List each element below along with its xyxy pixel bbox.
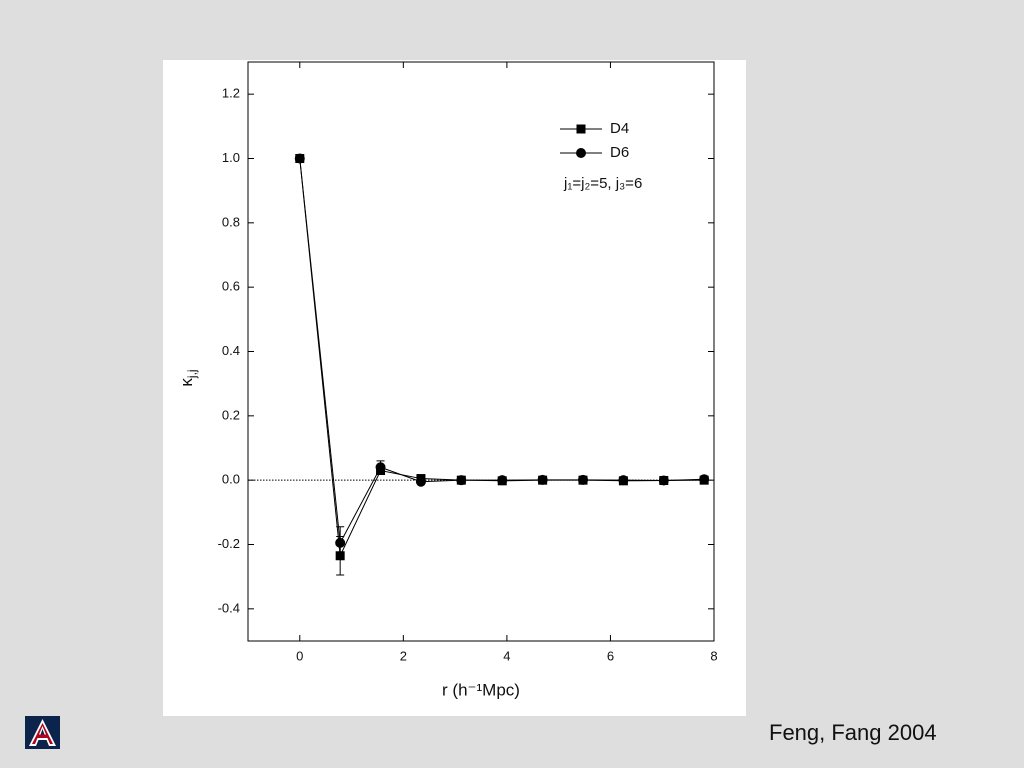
- marker: [335, 537, 346, 548]
- marker: [456, 475, 467, 486]
- marker: [415, 476, 426, 487]
- marker: [294, 153, 305, 164]
- x-tick-label: 2: [400, 648, 407, 663]
- chart-panel: [163, 60, 746, 716]
- y-tick-label: 0.0: [222, 472, 240, 487]
- x-tick-label: 4: [503, 648, 510, 663]
- y-tick-label: 1.0: [222, 150, 240, 165]
- legend-label: D4: [610, 120, 629, 137]
- y-tick-label: 0.6: [222, 279, 240, 294]
- footer: Feng, Fang 2004: [769, 720, 937, 745]
- x-tick-label: 0: [296, 648, 303, 663]
- y-tick-label: -0.4: [218, 600, 240, 615]
- legend-label: D6: [610, 144, 629, 161]
- x-tick-label: 8: [710, 648, 717, 663]
- x-tick-label: 6: [607, 648, 614, 663]
- legend-marker: [576, 148, 586, 158]
- marker: [375, 462, 386, 473]
- marker: [578, 474, 589, 485]
- marker: [537, 474, 548, 485]
- y-axis-symbol: κ: [177, 378, 196, 387]
- y-axis-subscript: j,j: [185, 369, 199, 379]
- y-tick-label: -0.2: [218, 536, 240, 551]
- legend-marker: [576, 124, 586, 134]
- x-axis-label: r (h⁻¹Mpc): [442, 680, 520, 699]
- y-tick-label: 0.8: [222, 214, 240, 229]
- marker: [699, 474, 710, 485]
- logo: [25, 716, 60, 749]
- y-tick-label: 0.2: [222, 407, 240, 422]
- annotation: j₁=j₂=5, j₃=6: [563, 175, 642, 192]
- marker: [497, 475, 508, 486]
- marker: [658, 475, 669, 486]
- y-tick-label: 0.4: [222, 343, 240, 358]
- marker: [618, 475, 629, 486]
- y-tick-label: 1.2: [222, 86, 240, 101]
- y-axis-label: κj,j: [177, 369, 199, 386]
